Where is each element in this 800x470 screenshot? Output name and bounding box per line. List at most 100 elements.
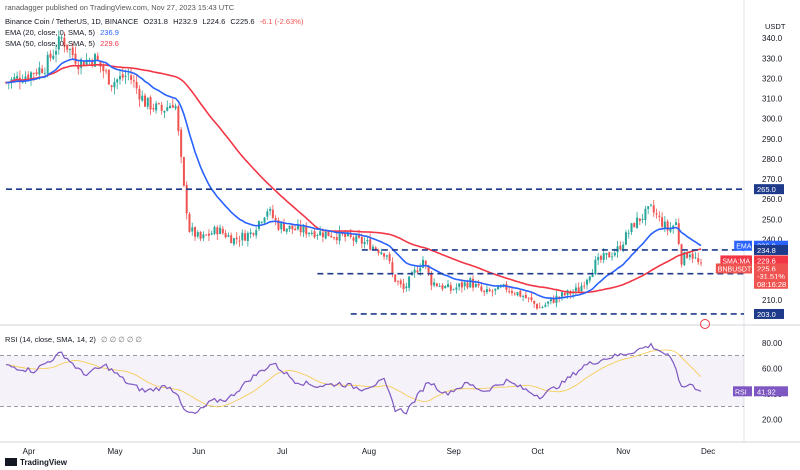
ema-label: EMA (20, close, 0, SMA, 5) <box>5 28 96 37</box>
sma-label: SMA (50, close, 0, SMA, 5) <box>5 39 96 48</box>
candle <box>324 231 327 239</box>
candle <box>535 304 538 309</box>
symbol-title[interactable]: Binance Coin / TetherUS, 1D, BINANCE <box>5 17 139 26</box>
price-tag-label: 225.6 <box>757 264 776 273</box>
candle <box>238 240 241 242</box>
candle <box>85 59 88 65</box>
candle <box>30 72 33 80</box>
candle <box>277 220 280 230</box>
candle <box>694 257 697 259</box>
candle <box>330 235 333 238</box>
candle <box>91 60 94 66</box>
currency-label[interactable]: USDT <box>765 22 786 31</box>
candle <box>555 295 558 303</box>
rsi-tag <box>754 386 788 397</box>
candle <box>155 103 158 111</box>
candle <box>210 233 213 235</box>
candle <box>316 235 319 236</box>
candle <box>583 285 586 287</box>
candle <box>32 72 35 74</box>
event-marker-icon <box>700 318 710 329</box>
candle <box>697 258 700 263</box>
x-tick-label: Jul <box>277 447 287 456</box>
x-tick-label: Aug <box>362 447 376 456</box>
candle <box>527 297 530 299</box>
price-tag-label: 08:16:28 <box>757 280 786 289</box>
candle <box>494 288 497 291</box>
candle <box>63 37 66 47</box>
candle <box>477 283 480 286</box>
candle <box>388 254 391 262</box>
candle <box>230 235 233 244</box>
candle <box>274 217 277 221</box>
sma-legend[interactable]: SMA (50, close, 0, SMA, 5) 229.6 <box>5 39 122 49</box>
y-tick-label: 300.0 <box>762 115 783 124</box>
candle <box>627 232 630 234</box>
candle <box>171 105 174 108</box>
candle <box>338 230 341 241</box>
candle <box>649 204 652 206</box>
candle <box>371 246 374 250</box>
candle <box>102 65 105 72</box>
candle <box>160 104 163 111</box>
candle <box>255 230 258 236</box>
candle <box>399 280 402 285</box>
sma-line <box>5 63 702 294</box>
candle <box>558 296 561 298</box>
candle <box>485 289 488 293</box>
candle <box>622 244 625 250</box>
candle <box>522 296 525 297</box>
price-tag-name-label: SMA:MA <box>722 258 750 265</box>
candle <box>655 213 658 215</box>
candle <box>118 76 121 80</box>
candle <box>216 227 219 235</box>
candle <box>269 208 272 211</box>
candle <box>146 97 149 107</box>
candle <box>344 233 347 238</box>
rsi-y-tick-label: 20.00 <box>762 415 783 424</box>
candle <box>602 253 605 260</box>
candle <box>524 294 527 299</box>
rsi-tag-name <box>733 386 752 397</box>
candle <box>294 228 297 231</box>
candle <box>547 301 550 304</box>
candle <box>483 290 486 292</box>
candle <box>163 110 166 113</box>
ohlc-high: H232.9 <box>173 17 198 26</box>
tradingview-logo[interactable]: TradingView <box>5 458 67 467</box>
candle <box>280 223 283 230</box>
candle <box>619 245 622 250</box>
candle <box>516 292 519 296</box>
rsi-legend[interactable]: RSI (14, close, SMA, 14, 2) ∅ ∅ ∅ ∅ ∅ <box>5 335 145 345</box>
candle <box>41 68 44 73</box>
candle <box>196 232 199 237</box>
price-tag-name-label: BNBUSDT <box>718 266 752 273</box>
candle <box>141 95 144 101</box>
level-tag <box>754 308 784 319</box>
candle <box>194 227 197 237</box>
candle <box>666 221 669 231</box>
candle <box>422 259 424 268</box>
price-tag-name-label: EMA <box>736 244 752 251</box>
candle <box>508 290 511 292</box>
y-tick-label: 210.0 <box>762 296 783 305</box>
y-tick-label: 250.0 <box>762 215 783 224</box>
y-tick-label: 290.0 <box>762 135 783 144</box>
ohlc-change: -6.1 (-2.63%) <box>259 17 304 26</box>
candle <box>591 272 594 278</box>
candle <box>249 232 252 235</box>
candle <box>263 217 266 223</box>
price-tag-name <box>734 240 752 251</box>
candle <box>285 228 288 232</box>
candle <box>424 260 427 265</box>
candle <box>302 226 305 233</box>
candle <box>60 37 63 39</box>
candle <box>21 81 24 83</box>
candle <box>113 81 116 88</box>
candle <box>636 217 639 228</box>
y-tick-label: 260.0 <box>762 195 783 204</box>
candle <box>460 282 463 288</box>
candle <box>310 232 313 234</box>
ema-legend[interactable]: EMA (20, close, 0, SMA, 5) 236.9 <box>5 28 122 38</box>
candle <box>608 252 611 258</box>
